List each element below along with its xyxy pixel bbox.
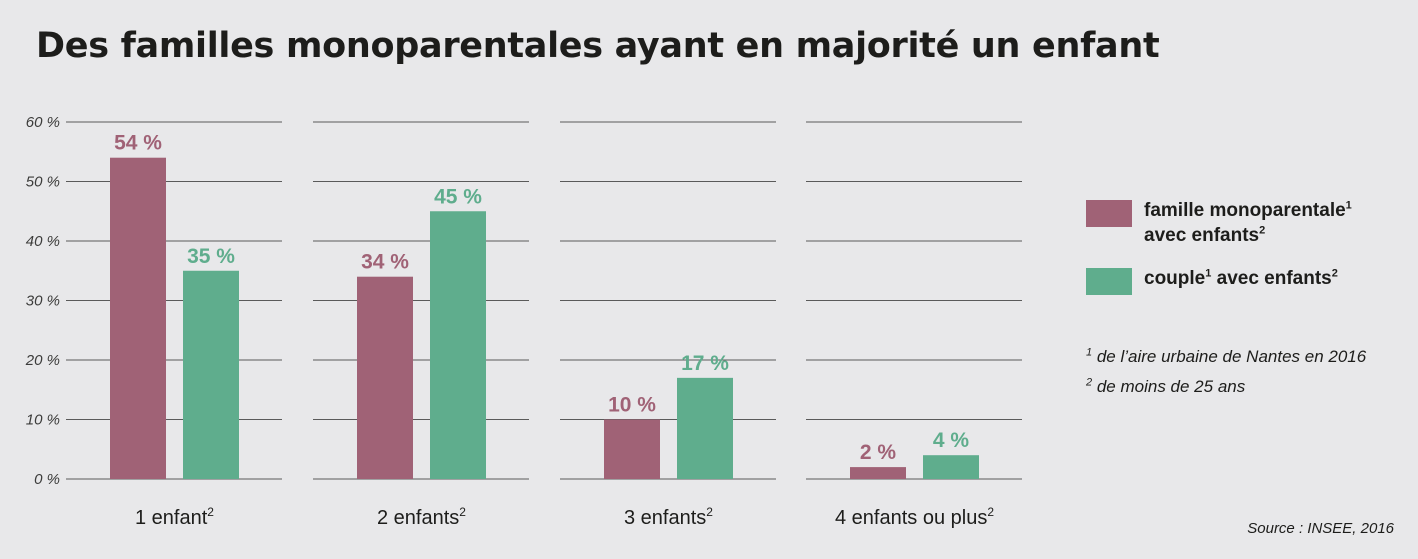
legend-label-couple-line2: avec enfants <box>1211 268 1332 289</box>
legend-sup: 1 <box>1345 199 1352 212</box>
y-tick-label: 20 % <box>25 352 60 369</box>
legend-item-couple: couple1 avec enfants2 <box>1086 266 1406 295</box>
y-tick-label: 0 % <box>34 471 60 488</box>
data-label: 34 % <box>361 251 409 274</box>
footnote-1: 1 de l’aire urbaine de Nantes en 2016 <box>1086 346 1367 366</box>
bar-couple <box>677 377 733 479</box>
bar-chart: 0 % 10 % 20 % 30 % 40 % 50 % 60 % 54 % 34 % 10 %… <box>25 114 1022 529</box>
data-label: 2 % <box>860 441 897 464</box>
bar-couple <box>183 270 239 479</box>
legend-sup: 2 <box>1259 224 1266 237</box>
bar-monoparentale <box>604 419 660 479</box>
data-label: 54 % <box>114 132 162 155</box>
chart-title: Des familles monoparentales ayant en maj… <box>36 26 1160 66</box>
category-labels: 1 enfant2 2 enfants2 3 enfants2 4 enfants o… <box>135 505 994 529</box>
legend-swatch-monoparentale <box>1086 200 1132 227</box>
data-label: 17 % <box>681 352 729 375</box>
category-label: 1 enfant2 <box>135 505 214 529</box>
source-note: Source : INSEE, 2016 <box>1247 520 1394 537</box>
footnotes: 1 de l’aire urbaine de Nantes en 2016 2 … <box>1086 342 1406 402</box>
legend: famille monoparentale1 avec enfants2 cou… <box>1086 198 1406 309</box>
data-label: 45 % <box>434 185 482 208</box>
bar-monoparentale <box>357 276 413 479</box>
data-label: 4 % <box>933 429 970 452</box>
bar-couple <box>923 455 979 479</box>
category-label: 4 enfants ou plus2 <box>835 505 994 529</box>
bar-monoparentale <box>850 467 906 479</box>
category-label: 3 enfants2 <box>624 505 713 529</box>
bars <box>110 157 979 479</box>
legend-label-monoparentale-line1: famille monoparentale <box>1144 200 1346 221</box>
y-axis-ticks: 0 % 10 % 20 % 30 % 40 % 50 % 60 % <box>25 114 60 488</box>
footnote-2: 2 de moins de 25 ans <box>1086 376 1246 396</box>
bar-monoparentale <box>110 157 166 479</box>
data-label: 10 % <box>608 394 656 417</box>
y-tick-label: 10 % <box>26 412 60 429</box>
y-tick-label: 60 % <box>26 114 60 131</box>
y-tick-label: 40 % <box>26 233 60 250</box>
legend-item-monoparentale: famille monoparentale1 avec enfants2 <box>1086 198 1406 248</box>
y-tick-label: 30 % <box>26 293 60 310</box>
gridlines <box>66 121 1022 480</box>
legend-label-couple-line1: couple <box>1144 268 1206 289</box>
data-label: 35 % <box>187 245 235 268</box>
value-labels: 54 % 34 % 10 % 2 % 35 % 45 % 17 % 4 % <box>114 132 969 464</box>
category-label: 2 enfants2 <box>377 505 466 529</box>
legend-sup: 1 <box>1205 267 1212 280</box>
legend-swatch-couple <box>1086 268 1132 295</box>
bar-couple <box>430 211 486 479</box>
legend-label-monoparentale-line2: avec enfants <box>1144 225 1260 246</box>
legend-sup: 2 <box>1331 267 1338 280</box>
y-tick-label: 50 % <box>26 174 60 191</box>
